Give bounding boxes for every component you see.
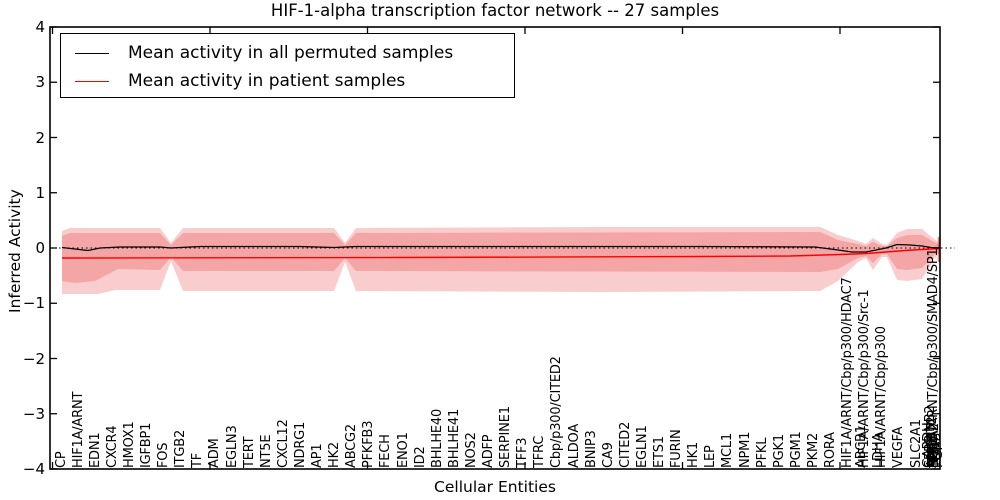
x-tick-label: SERPINE1 [498,406,514,468]
black-line-sample-icon [75,52,109,54]
x-tick-label: BNIP3 [583,430,599,468]
x-tick-label: CXCL12 [275,419,291,468]
x-tick-label: FOS [156,442,172,468]
red-line-sample-icon [75,80,109,82]
x-tick-label: AP1 [310,443,325,468]
x-tick-label: TF [190,452,206,468]
x-tick-label: RORA [823,432,838,468]
y-tick-label: 2 [35,128,45,147]
page-title: HIF-1-alpha transcription factor network… [270,1,720,20]
x-tick-label: TFF3 [515,437,531,468]
x-tick-label: LEP [703,445,719,468]
legend-label-permuted: Mean activity in all permuted samples [128,43,454,63]
x-tick-label: PFKL [754,437,770,468]
y-tick-label: 1 [35,183,45,202]
y-tick-label: −1 [22,294,45,313]
x-tick-label-pileup-long: HIF1A/ARNT/Cbp/p300/SMAD4/SP1 [925,248,941,468]
x-tick-label: PKM2 [805,432,821,468]
x-tick-label: ID2 [412,446,428,468]
y-tick-label: 0 [35,239,45,257]
x-tick-label: CITED2 [617,421,633,468]
x-tick-label: HK1 [686,442,702,468]
x-tick-label: ADFP [481,434,496,468]
x-tick-label: NDRG1 [292,421,308,468]
y-tick-label: −4 [22,460,45,478]
x-tick-label: CXCR4 [104,425,120,468]
x-tick-label: VEGFA [891,426,907,468]
legend: Mean activity in all permuted samples Me… [60,33,515,98]
x-tick-label: TFRC [532,435,548,468]
x-tick-label: ITGB2 [173,429,189,468]
patient-mean-line [61,247,941,259]
x-tick-label-overlap: ABCB1 [854,425,870,468]
x-tick-label: HMOX1 [121,421,137,468]
x-tick-label: CA9 [600,442,616,468]
x-tick-label: NT5E [258,434,274,468]
x-tick-label: BHLHE40 [429,408,445,468]
y-tick-label: −2 [22,349,45,368]
legend-row-permuted: Mean activity in all permuted samples [61,39,514,67]
x-tick-label: TERT [241,436,257,468]
legend-row-patient: Mean activity in patient samples [61,67,514,95]
x-axis-label: Cellular Entities [434,478,556,496]
x-tick-label: EGLN1 [634,425,650,468]
x-tick-label: ALDOA [566,423,582,468]
legend-label-patient: Mean activity in patient samples [128,71,406,91]
x-tick-label: IGFBP1 [139,422,154,468]
permutation-band-outer [62,227,940,294]
x-tick-label: ENO1 [395,432,411,468]
x-tick-label-overlap: LDHA [871,432,887,468]
x-tick-label: FECH [378,434,394,468]
x-tick-label: PFKFB3 [361,420,377,468]
x-tick-label: NPM1 [737,431,753,468]
x-tick-label: ABCG2 [344,423,360,468]
x-tick-label: EDN1 [87,432,103,468]
x-tick-label: FURIN [669,429,685,468]
permuted-mean-line [61,243,941,253]
x-tick-label: Cbp/p300/CITED2 [549,356,565,468]
x-tick-label: ADM [207,438,223,468]
x-tick-label: ETS1 [652,436,667,468]
x-tick-label: HIF1A/ARNT/Cbp/p300/HDAC7 [840,277,856,468]
x-tick-label: HIF1A/ARNT [70,391,86,468]
x-tick-label: BHLHE41 [446,408,462,468]
y-tick-label: 4 [35,18,45,36]
x-tick-label: MCL1 [720,432,736,468]
x-tick-label: NOS2 [463,432,479,468]
y-tick-label: 3 [35,73,45,92]
x-tick-label: EGLN3 [224,425,240,468]
y-tick-label: −3 [22,404,45,423]
x-tick-label: CP [53,451,69,468]
x-tick-label: HK2 [327,442,343,468]
x-tick-label: PGK1 [771,434,787,468]
x-tick-label: PGM1 [788,431,804,468]
